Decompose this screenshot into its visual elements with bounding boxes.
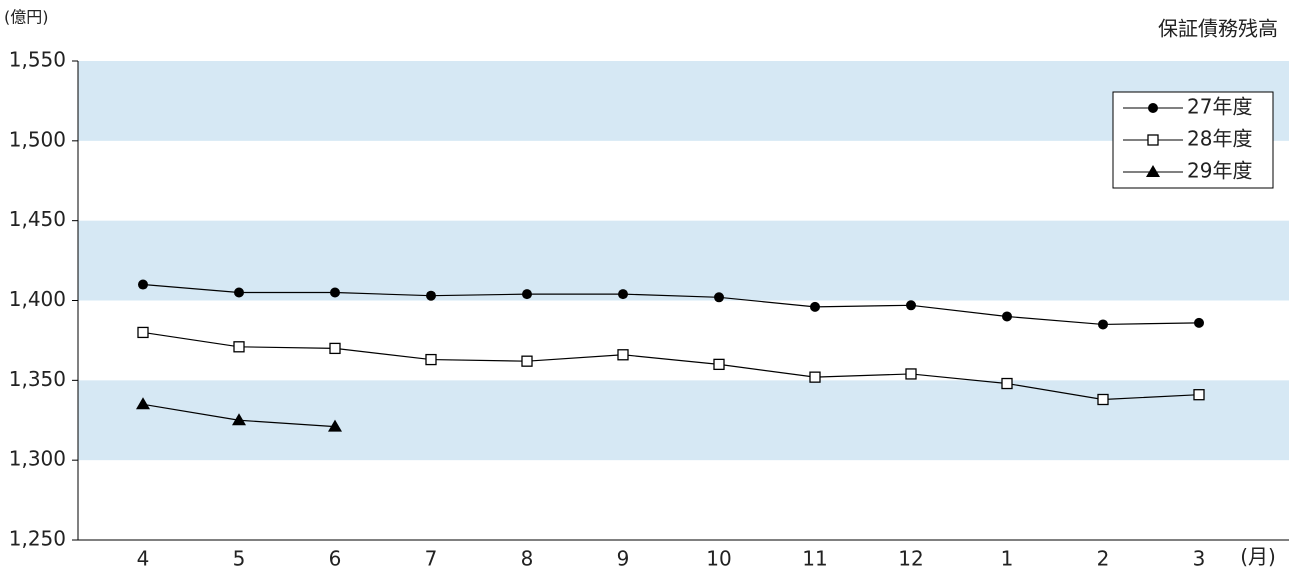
marker — [1001, 377, 1013, 390]
y-tick-label: 1,400 — [9, 287, 66, 311]
marker — [713, 358, 725, 371]
marker — [330, 287, 340, 298]
legend-label: 28年度 — [1187, 127, 1252, 151]
x-tick-label: 3 — [1193, 547, 1206, 571]
marker — [714, 292, 724, 303]
marker — [1147, 134, 1159, 146]
marker — [328, 419, 342, 432]
x-axis-label: (月) — [1240, 545, 1276, 569]
x-tick-label: 11 — [802, 547, 827, 571]
marker — [137, 326, 149, 339]
y-tick-label: 1,350 — [9, 367, 66, 391]
x-tick-label: 1 — [1001, 547, 1014, 571]
grid-band — [78, 380, 1289, 461]
marker — [521, 355, 533, 367]
series-line — [142, 283, 1200, 326]
marker — [618, 289, 628, 300]
x-tick-label: 6 — [329, 547, 342, 571]
marker — [1148, 103, 1158, 113]
marker — [809, 371, 821, 383]
grid-band — [78, 61, 1289, 141]
chart-title: 保証債務残高 — [1158, 17, 1278, 41]
x-tick-label: 5 — [233, 547, 246, 571]
marker — [234, 287, 244, 298]
marker — [1194, 317, 1204, 328]
marker — [1097, 393, 1109, 406]
x-tick-label: 7 — [425, 547, 438, 571]
y-tick-label: 1,500 — [9, 127, 66, 151]
marker — [1002, 311, 1012, 322]
marker — [136, 397, 150, 410]
legend-label: 27年度 — [1187, 95, 1252, 119]
x-tick-label: 12 — [898, 547, 923, 571]
marker — [617, 349, 629, 361]
y-tick-label: 1,250 — [9, 527, 66, 551]
marker — [1098, 319, 1108, 330]
x-tick-label: 10 — [706, 547, 731, 571]
x-tick-label: 4 — [137, 547, 150, 571]
marker — [906, 300, 916, 311]
x-tick-label: 9 — [617, 547, 630, 571]
marker — [905, 368, 917, 380]
marker — [1193, 389, 1205, 401]
legend-label: 29年度 — [1187, 159, 1252, 183]
y-tick-label: 1,300 — [9, 447, 66, 471]
marker — [1146, 165, 1160, 177]
marker — [329, 342, 341, 355]
grid-band — [78, 220, 1289, 301]
marker — [810, 301, 820, 312]
marker — [426, 290, 436, 301]
x-tick-label: 8 — [521, 547, 534, 571]
marker — [232, 413, 246, 426]
marker — [233, 341, 245, 353]
x-tick-label: 2 — [1097, 547, 1110, 571]
marker — [522, 289, 532, 300]
marker — [138, 279, 148, 290]
y-axis-label: (億円) — [4, 8, 49, 27]
y-tick-label: 1,550 — [9, 48, 66, 72]
marker — [425, 353, 437, 366]
y-tick-label: 1,450 — [9, 207, 66, 231]
series-line — [142, 331, 1200, 401]
